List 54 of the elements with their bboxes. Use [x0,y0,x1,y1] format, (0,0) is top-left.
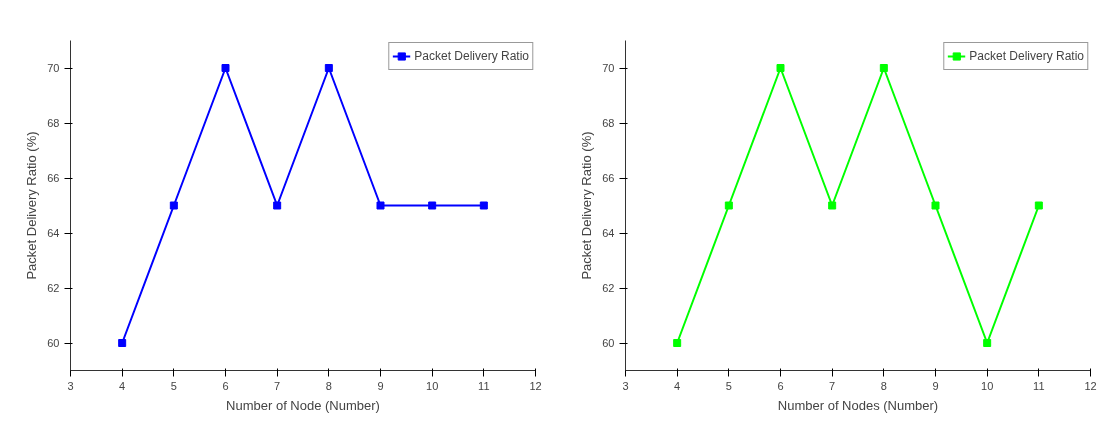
y-axis-title: Packet Delivery Ratio (%) [24,131,40,280]
x-tick-label: 5 [170,379,177,392]
x-tick-label: 5 [725,379,732,392]
y-tick-label: 64 [602,227,615,239]
point [376,201,385,210]
point [428,201,437,210]
point [673,339,682,347]
x-tick-label: 9 [932,379,939,392]
x-tick-label: 10 [426,379,439,392]
x-tick-label: 11 [1033,379,1045,392]
x-tick-label: 12 [1084,379,1097,392]
point [479,201,488,210]
x-tick-label: 3 [67,379,74,392]
point [324,64,333,72]
y-tick-label: 68 [47,117,60,129]
x-tick-label: 12 [529,379,542,392]
point [931,201,940,210]
point [169,201,178,210]
x-tick-label: 3 [622,379,629,392]
y-tick-label: 66 [47,172,60,184]
x-axis-title: Number of Nodes (Number) [777,397,939,413]
point [1034,201,1043,210]
point [983,339,992,347]
point [724,201,733,210]
y-tick-label: 70 [602,62,615,74]
point [221,64,230,72]
x-tick-label: 8 [325,379,332,392]
x-tick-label: 11 [478,379,490,392]
x-tick-label: 7 [274,379,281,392]
y-tick-label: 68 [602,117,615,129]
x-tick-label: 8 [880,379,887,392]
y-axis-title: Packet Delivery Ratio (%) [579,131,595,280]
point [879,64,888,72]
x-tick-label: 10 [981,379,994,392]
x-tick-label: 4 [119,379,126,392]
y-tick-label: 62 [602,282,615,294]
y-tick-label: 60 [602,337,615,349]
point [273,201,282,210]
x-tick-label: 7 [829,379,836,392]
y-tick-label: 60 [47,337,60,349]
point [776,64,785,72]
point [828,201,837,210]
x-tick-label: 4 [674,379,681,392]
legend-label: Packet Delivery Ratio [414,49,529,63]
y-tick-label: 70 [47,62,60,74]
legend-label: Packet Delivery Ratio [969,49,1084,63]
y-tick-label: 66 [602,172,615,184]
y-tick-label: 62 [47,282,60,294]
x-axis-title: Number of Node (Number) [226,397,380,413]
point [118,339,127,347]
x-tick-label: 6 [777,379,784,392]
y-tick-label: 64 [47,227,60,239]
x-tick-label: 6 [222,379,229,392]
x-tick-label: 9 [377,379,384,392]
